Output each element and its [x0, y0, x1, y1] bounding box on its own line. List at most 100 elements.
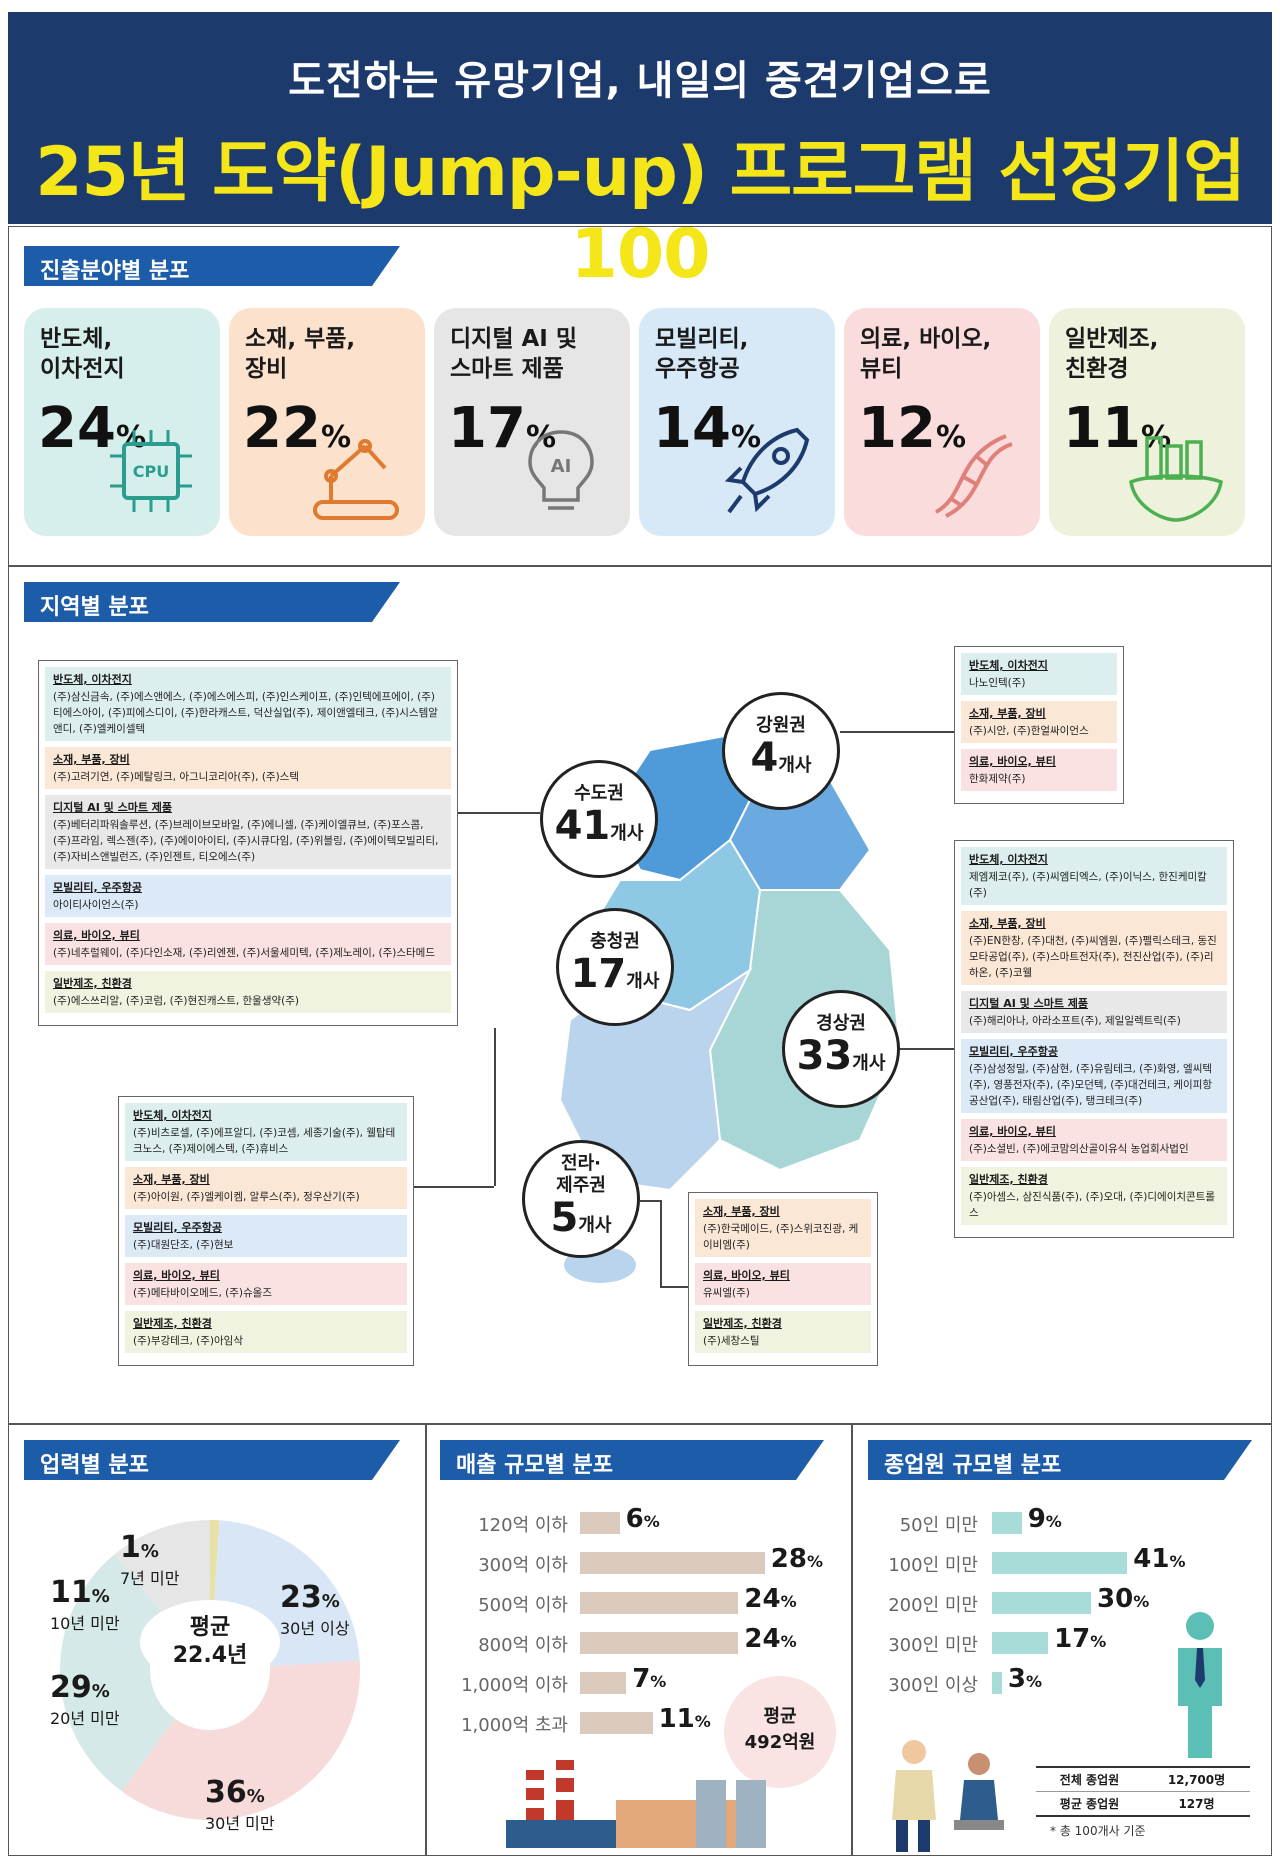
region-name: 경상권	[816, 1013, 866, 1034]
list-item-companies: (주)아셈스, 삼진식품(주), (주)오대, (주)디에이치콘트롤스	[969, 1191, 1215, 1219]
list-item-companies: (주)비츠로셀, (주)에프알디, (주)코셈, 세종기술(주), 웰탑테크노스…	[133, 1127, 396, 1155]
field-percent-value: 14	[653, 396, 731, 461]
age-section-frame	[8, 1424, 426, 1856]
bar-category-label: 200인 미만	[888, 1595, 978, 1616]
pie-slice	[114, 1520, 210, 1624]
bar-value: 7	[632, 1664, 651, 1694]
bar	[580, 1712, 653, 1734]
pie-slice-label: 36% 30년 미만	[205, 1775, 275, 1834]
bar-value: 28	[770, 1544, 807, 1574]
region-company-list: 소재, 부품, 장비 (주)한국메이드, (주)스위코진광, 케이비엠(주) 의료,…	[688, 1192, 878, 1366]
bar-category-label: 300인 미만	[888, 1635, 978, 1656]
region-count-unit: 개사	[778, 755, 812, 776]
list-item-companies: (주)부강테크, (주)아임삭	[133, 1335, 244, 1347]
list-item-heading: 반도체, 이차전지	[969, 659, 1048, 672]
eco-factory-icon	[1129, 436, 1223, 522]
pie-slice-value: 29	[50, 1670, 92, 1705]
list-item: 소재, 부품, 장비 (주)아이원, (주)엘케이켐, 알루스(주), 정우산기(…	[125, 1167, 407, 1209]
field-card-value: 14%	[653, 396, 761, 461]
bar	[580, 1592, 739, 1614]
region-company-list: 반도체, 이차전지 나노인텍(주) 소재, 부품, 장비 (주)시안, (주)한얼싸이…	[954, 646, 1124, 804]
list-item-companies: 제엠제코(주), (주)씨엠티엑스, (주)이닉스, 한진케미칼(주)	[969, 871, 1207, 899]
list-item-heading: 일반제조, 친환경	[133, 1317, 212, 1330]
region-count: 5개사	[525, 1197, 637, 1239]
pie-slice-unit: %	[91, 1586, 110, 1607]
age-pie-chart	[59, 1520, 360, 1820]
region-count: 17개사	[559, 953, 671, 995]
list-item: 모빌리티, 우주항공 (주)삼성정밀, (주)삼현, (주)유림테크, (주)화영…	[961, 1039, 1227, 1113]
list-item-heading: 소재, 부품, 장비	[133, 1173, 210, 1186]
bar-value: 11	[658, 1704, 695, 1734]
header-subtitle: 도전하는 유망기업, 내일의 중견기업으로	[288, 58, 992, 104]
bar-value-label: 41%	[1133, 1544, 1185, 1574]
pie-slice-value: 11	[50, 1575, 92, 1610]
pie-slice-category: 20년 미만	[50, 1709, 120, 1728]
bar	[580, 1552, 765, 1574]
pie-slice-value: 23	[280, 1580, 322, 1615]
field-card-value: 17%	[448, 396, 556, 461]
bar-value-label: 11%	[659, 1704, 711, 1734]
region-bubble: 경상권 33개사	[782, 990, 900, 1108]
bar-value: 24	[744, 1584, 781, 1614]
header-banner: 도전하는 유망기업, 내일의 중견기업으로 25년 도약(Jump-up) 프로…	[8, 12, 1272, 294]
list-item: 반도체, 이차전지 제엠제코(주), (주)씨엠티엑스, (주)이닉스, 한진케미…	[961, 847, 1227, 905]
list-item: 모빌리티, 우주항공 아이티사이언스(주)	[45, 875, 451, 917]
field-card: 반도체, 이차전지 24% CPU	[24, 308, 220, 536]
pie-slice-unit: %	[140, 1541, 159, 1562]
pie-slice-label: 29% 20년 미만	[50, 1670, 120, 1729]
pie-slice-category: 30년 미만	[205, 1814, 275, 1833]
bar-category-label: 500억 이하	[478, 1595, 568, 1616]
field-percent-value: 24	[38, 396, 116, 461]
list-item: 의료, 바이오, 뷰티 (주)소셜빈, (주)에코맘의산골이유식 농업회사법인	[961, 1119, 1227, 1161]
bar-value-label: 17%	[1054, 1624, 1106, 1654]
list-item: 디지털 AI 및 스마트 제품 (주)해리아나, 아라소프트(주), 제일일렉트릭…	[961, 991, 1227, 1033]
list-item-companies: (주)네추럴웨이, (주)다인소재, (주)리엔젠, (주)서울세미텍, (주)…	[53, 947, 435, 959]
region-count: 4개사	[725, 737, 837, 779]
field-card-label: 소재, 부품, 장비	[245, 326, 356, 382]
field-card-value: 24%	[38, 396, 146, 461]
list-item-companies: (주)메타바이오메드, (주)슈올즈	[133, 1287, 272, 1299]
bar-value-label: 24%	[744, 1584, 796, 1614]
field-section-title: 진출분야별 분포	[24, 246, 400, 286]
rocket-icon	[724, 427, 810, 514]
svg-text:CPU: CPU	[133, 462, 169, 481]
region-bubble: 수도권 41개사	[540, 760, 658, 878]
field-percent-sign: %	[935, 420, 966, 455]
field-percent-sign: %	[730, 420, 761, 455]
field-card-label: 디지털 AI 및 스마트 제품	[450, 326, 578, 382]
field-card-value: 22%	[243, 396, 351, 461]
connector-line	[900, 1048, 954, 1050]
bar-value-unit: %	[1025, 1672, 1043, 1691]
pie-slice-unit: %	[91, 1681, 110, 1702]
list-item-heading: 디지털 AI 및 스마트 제품	[969, 997, 1089, 1010]
list-item-heading: 일반제조, 친환경	[53, 977, 132, 990]
connector-line	[840, 731, 954, 733]
region-count-unit: 개사	[852, 1053, 886, 1074]
pie-slice-category: 30년 이상	[280, 1619, 350, 1638]
bar-value-unit: %	[1169, 1552, 1186, 1571]
list-item-heading: 의료, 바이오, 뷰티	[703, 1269, 790, 1282]
employee-section-frame	[852, 1424, 1272, 1856]
bar-value-label: 24%	[744, 1624, 796, 1654]
header-title: 25년 도약(Jump-up) 프로그램 선정기업 100	[35, 133, 1246, 294]
bar-category-label: 1,000억 초과	[461, 1715, 568, 1736]
list-item: 소재, 부품, 장비 (주)고려기연, (주)메탈링크, 아그니코리아(주), (…	[45, 747, 451, 789]
field-card: 일반제조, 친환경 11%	[1049, 308, 1245, 536]
region-section-title: 지역별 분포	[24, 582, 400, 622]
bar-category-label: 800억 이하	[478, 1635, 568, 1656]
bar	[992, 1632, 1049, 1654]
list-item: 반도체, 이차전지 나노인텍(주)	[961, 653, 1117, 695]
list-item-heading: 모빌리티, 우주항공	[133, 1221, 222, 1234]
field-percent-value: 11	[1063, 396, 1141, 461]
table-total-label: 전체 종업원	[1059, 1773, 1120, 1787]
bar-category-label: 1,000억 이하	[461, 1675, 568, 1696]
list-item: 반도체, 이차전지 (주)비츠로셀, (주)에프알디, (주)코셈, 세종기술(주…	[125, 1103, 407, 1161]
list-item-heading: 모빌리티, 우주항공	[53, 881, 142, 894]
factory-illustration	[506, 1760, 766, 1848]
bar-value: 30	[1097, 1584, 1134, 1614]
employee-table-row: 전체 종업원 12,700명	[1036, 1768, 1250, 1792]
list-item-heading: 소재, 부품, 장비	[969, 917, 1046, 930]
bar-value-unit: %	[694, 1712, 711, 1731]
bar-value-unit: %	[643, 1512, 660, 1531]
list-item-companies: (주)고려기연, (주)메탈링크, 아그니코리아(주), (주)스텍	[53, 771, 299, 783]
